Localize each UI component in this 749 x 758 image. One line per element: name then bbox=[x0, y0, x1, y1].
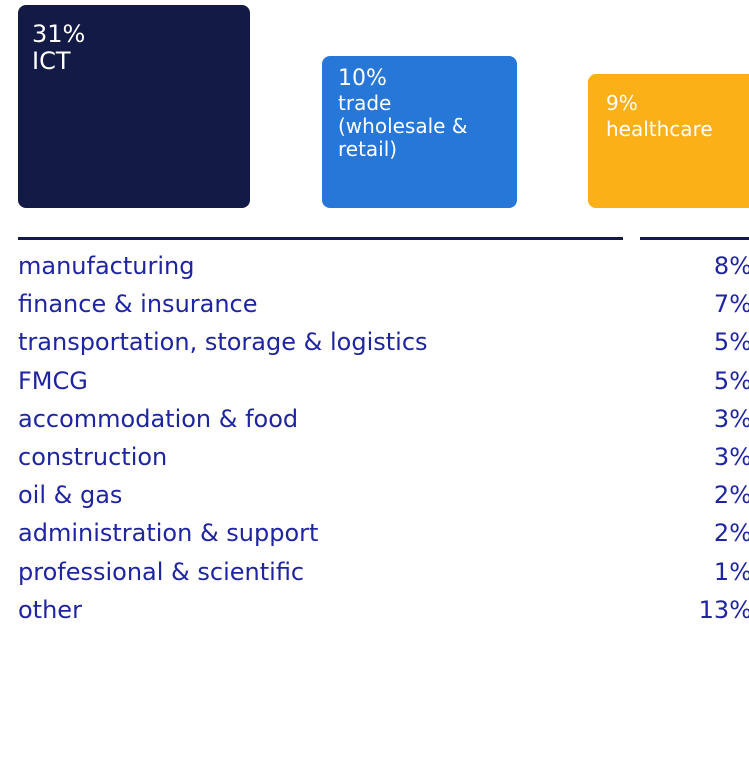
sector-name: administration & support bbox=[18, 519, 319, 548]
sector-name: construction bbox=[18, 443, 168, 471]
sector-box: 31% ICT bbox=[18, 5, 250, 208]
sector-share: 2% bbox=[713, 481, 749, 510]
sector-name: professional & scientific bbox=[18, 557, 305, 586]
sector-name: retail) bbox=[338, 137, 398, 161]
divider bbox=[18, 237, 623, 240]
sector-row: manufacturing 8% bbox=[18, 252, 749, 290]
sector-share: 9% bbox=[606, 91, 638, 115]
sector-row: FMCG 5% bbox=[18, 367, 749, 405]
sector-share: 10% bbox=[338, 66, 387, 91]
sector-row: professional & scientific 1% bbox=[18, 558, 749, 596]
sector-share: 5% bbox=[713, 328, 749, 357]
sector-row: administration & support 2% bbox=[18, 519, 749, 557]
divider bbox=[640, 237, 749, 240]
sector-name: transportation, storage & logistics bbox=[18, 328, 428, 357]
sector-row: finance & insurance 7% bbox=[18, 290, 749, 328]
sector-share: 2% bbox=[713, 519, 749, 548]
sector-row: oil & gas 2% bbox=[18, 481, 749, 519]
sector-row: construction 3% bbox=[18, 443, 749, 481]
sector-name: oil & gas bbox=[18, 481, 123, 510]
sector-name: other bbox=[18, 595, 82, 624]
sector-name: manufacturing bbox=[18, 252, 195, 280]
sector-box: 10% trade (wholesale & retail) bbox=[322, 56, 517, 208]
sector-row: accommodation & food 3% bbox=[18, 405, 749, 443]
sector-box: 9% healthcare bbox=[588, 74, 749, 208]
sector-row: transportation, storage & logistics 5% bbox=[18, 328, 749, 366]
sector-name: finance & insurance bbox=[18, 290, 258, 319]
sector-share: 1% bbox=[713, 557, 749, 586]
sector-share: 13% bbox=[698, 595, 749, 624]
sector-share: 5% bbox=[713, 366, 749, 395]
sector-name: healthcare bbox=[606, 117, 713, 141]
sector-share: 3% bbox=[713, 443, 749, 471]
sector-name: (wholesale & bbox=[338, 114, 468, 138]
sector-share: 8% bbox=[713, 252, 749, 280]
sector-name: trade bbox=[338, 91, 392, 115]
sector-share: 7% bbox=[713, 290, 749, 319]
sector-share: 31% bbox=[32, 20, 86, 48]
sector-name: FMCG bbox=[18, 366, 88, 395]
sector-share: 3% bbox=[713, 404, 749, 433]
sector-row: other 13% bbox=[18, 596, 749, 634]
sector-name: accommodation & food bbox=[18, 404, 299, 433]
sector-name: ICT bbox=[32, 47, 71, 75]
